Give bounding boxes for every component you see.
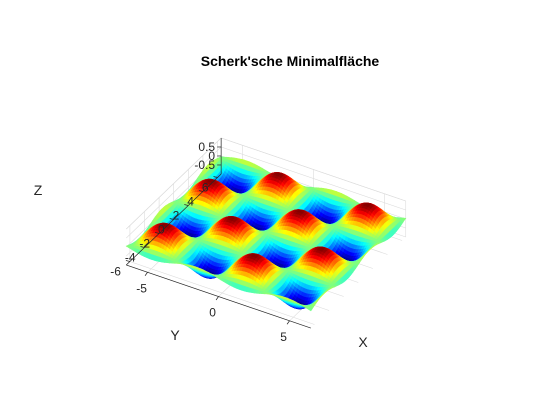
surface-plot [125, 156, 407, 312]
